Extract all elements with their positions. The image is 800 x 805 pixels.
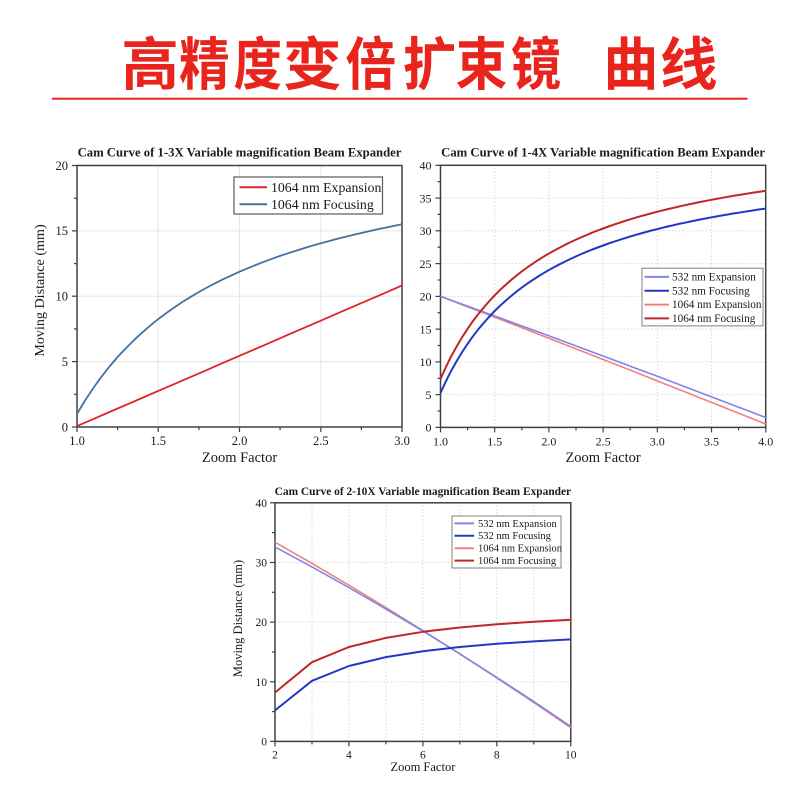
svg-text:10: 10 — [420, 355, 432, 369]
svg-text:0: 0 — [261, 736, 267, 748]
svg-text:3.0: 3.0 — [650, 434, 665, 448]
svg-text:1064 nm Focusing: 1064 nm Focusing — [271, 197, 374, 212]
svg-text:5: 5 — [426, 388, 432, 402]
svg-text:532 nm Expansion: 532 nm Expansion — [672, 272, 756, 284]
svg-text:20: 20 — [256, 617, 268, 629]
svg-text:10: 10 — [256, 677, 268, 689]
svg-text:Zoom Factor: Zoom Factor — [565, 450, 640, 466]
svg-text:1064 nm Expansion: 1064 nm Expansion — [672, 299, 762, 311]
svg-text:1.5: 1.5 — [150, 434, 166, 448]
svg-text:1.5: 1.5 — [487, 434, 502, 448]
svg-text:0: 0 — [62, 420, 68, 434]
svg-text:20: 20 — [420, 290, 432, 304]
svg-text:Moving Distance (mm): Moving Distance (mm) — [32, 224, 48, 357]
svg-text:1064 nm Focusing: 1064 nm Focusing — [478, 556, 557, 567]
svg-text:1064 nm Expansion: 1064 nm Expansion — [271, 180, 381, 195]
svg-text:Cam Curve of 2-10X Variable ma: Cam Curve of 2-10X Variable magnificatio… — [275, 486, 571, 498]
svg-text:532 nm Expansion: 532 nm Expansion — [478, 519, 557, 530]
svg-text:15: 15 — [420, 322, 432, 336]
svg-text:30: 30 — [256, 558, 268, 570]
svg-text:5: 5 — [62, 355, 68, 369]
svg-text:1064 nm Focusing: 1064 nm Focusing — [672, 313, 756, 325]
svg-text:1.0: 1.0 — [433, 434, 448, 448]
svg-text:532 nm Focusing: 532 nm Focusing — [478, 531, 552, 542]
svg-text:0: 0 — [426, 421, 432, 435]
svg-text:1064 nm Expansion: 1064 nm Expansion — [478, 544, 563, 555]
svg-text:Zoom Factor: Zoom Factor — [202, 450, 277, 466]
svg-text:Cam Curve of 1-3X Variable mag: Cam Curve of 1-3X Variable magnification… — [78, 146, 402, 160]
svg-text:8: 8 — [494, 749, 500, 761]
svg-text:2.0: 2.0 — [541, 434, 556, 448]
svg-text:3.0: 3.0 — [394, 434, 410, 448]
svg-text:Zoom Factor: Zoom Factor — [390, 760, 456, 774]
svg-text:Cam Curve of 1-4X Variable mag: Cam Curve of 1-4X Variable magnification… — [441, 146, 765, 160]
svg-text:4: 4 — [346, 749, 352, 761]
svg-text:40: 40 — [256, 498, 268, 510]
svg-text:30: 30 — [420, 224, 432, 238]
svg-text:20: 20 — [56, 159, 69, 173]
svg-text:2.5: 2.5 — [313, 434, 329, 448]
svg-text:25: 25 — [420, 257, 432, 271]
svg-text:6: 6 — [420, 749, 426, 761]
svg-text:3.5: 3.5 — [704, 434, 719, 448]
svg-text:1.0: 1.0 — [69, 434, 85, 448]
svg-text:15: 15 — [56, 224, 69, 238]
svg-text:2: 2 — [272, 749, 278, 761]
svg-text:35: 35 — [420, 191, 432, 205]
svg-text:2.5: 2.5 — [596, 434, 611, 448]
svg-text:4.0: 4.0 — [758, 434, 773, 448]
svg-text:40: 40 — [420, 159, 432, 173]
svg-text:10: 10 — [56, 290, 69, 304]
svg-text:2.0: 2.0 — [232, 434, 248, 448]
svg-text:10: 10 — [565, 749, 577, 761]
svg-text:Moving Distance (mm): Moving Distance (mm) — [231, 560, 245, 677]
svg-text:532 nm Focusing: 532 nm Focusing — [672, 285, 750, 297]
